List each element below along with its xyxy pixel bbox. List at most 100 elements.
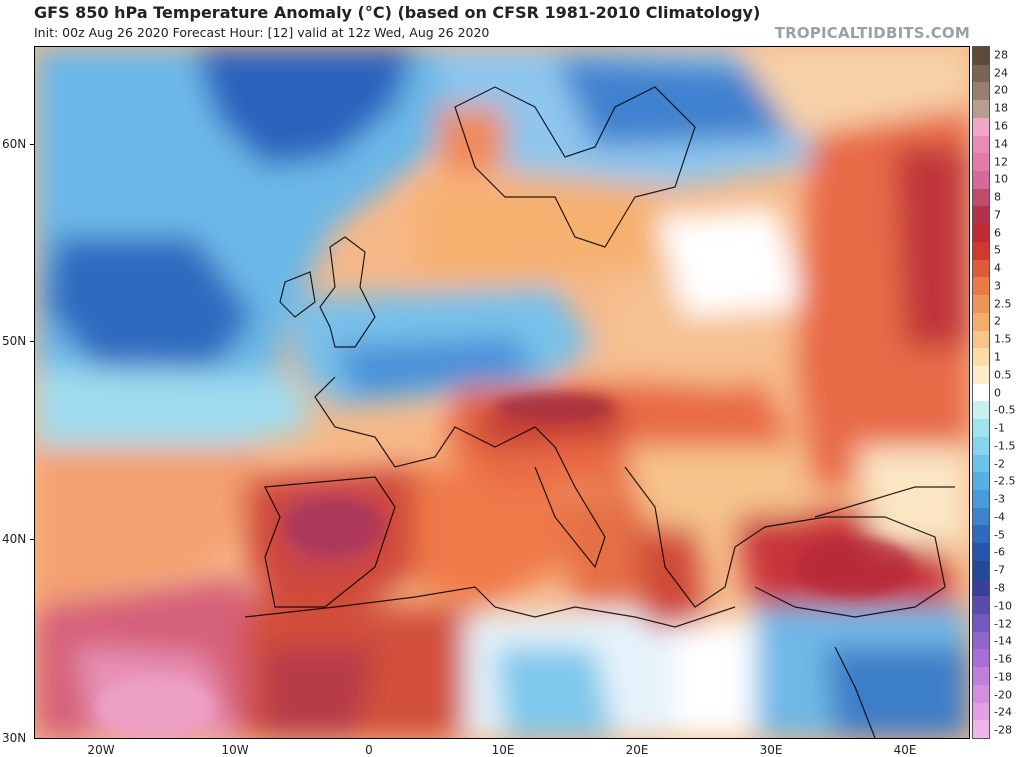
colorbar-label: -6	[994, 545, 1005, 559]
brand-watermark: TROPICALTIDBITS.COM	[774, 24, 970, 42]
colorbar-labels: 28 24 20 18 16 14 12 10 8 7 6 5 4 3 2.5 2 1.5 1 0.5 0 -0.5 -1…	[994, 46, 1024, 739]
colorbar-label: 28	[994, 48, 1008, 62]
colorbar-segment	[973, 401, 989, 420]
lon-label-20w: 20W	[87, 743, 115, 757]
lon-label-30e: 30E	[759, 743, 783, 757]
colorbar-label: -1.5	[994, 439, 1016, 453]
colorbar-label: 12	[994, 155, 1008, 168]
colorbar-label: 1	[994, 350, 1001, 364]
colorbar-segment	[973, 489, 989, 508]
colorbar-label: 2	[994, 314, 1001, 328]
britain-coast	[319, 236, 376, 348]
colorbar-segment	[973, 153, 989, 172]
lon-label-10w: 10W	[221, 743, 249, 757]
lat-label-30n: 30N	[2, 731, 27, 745]
colorbar-label: 10	[994, 172, 1008, 186]
colorbar-segment	[973, 667, 989, 685]
colorbar-segment	[973, 47, 989, 65]
colorbar-segment	[973, 206, 989, 225]
colorbar-segment	[973, 171, 989, 189]
colorbar-segment	[973, 383, 989, 402]
scandinavia-coast	[454, 86, 696, 248]
colorbar-label: -24	[994, 705, 1012, 719]
colorbar-label: -10	[994, 599, 1012, 613]
lat-label-60n: 60N	[2, 137, 27, 151]
colorbar-segment	[973, 348, 989, 366]
colorbar-segment	[973, 100, 989, 118]
ireland-coast	[279, 271, 316, 318]
colorbar-label: 6	[994, 226, 1001, 240]
colorbar-label: 0.5	[994, 368, 1012, 382]
colorbar-segment	[973, 578, 989, 597]
france-italy-coast	[314, 376, 606, 569]
colorbar-label: 0	[994, 386, 1001, 399]
colorbar-label: -2	[994, 457, 1005, 471]
colorbar-segment	[973, 543, 989, 561]
north-africa-coast	[244, 586, 736, 628]
colorbar-segment	[973, 702, 989, 721]
colorbar-label: 14	[994, 137, 1008, 151]
colorbar-segment	[973, 259, 989, 278]
colorbar-label: -8	[994, 581, 1005, 595]
colorbar-segment	[973, 596, 989, 614]
colorbar-label: -0.5	[994, 403, 1016, 417]
colorbar-label: 8	[994, 190, 1001, 204]
colorbar-label: -1	[994, 421, 1005, 435]
lat-label-40n: 40N	[2, 532, 27, 546]
lon-label-10e: 10E	[491, 743, 515, 757]
colorbar-segment	[973, 330, 989, 349]
colorbar-label: -2.5	[994, 474, 1016, 488]
colorbar-segment	[973, 560, 989, 579]
lat-tick	[30, 144, 34, 145]
lat-tick	[30, 539, 34, 540]
map-subtitle: Init: 00z Aug 26 2020 Forecast Hour: [12…	[34, 25, 490, 40]
anomaly-field	[35, 47, 969, 738]
lon-label-0: 0	[365, 743, 373, 757]
colorbar-label: -16	[994, 652, 1012, 666]
colorbar-segment	[973, 419, 989, 437]
anomaly-map	[34, 46, 970, 739]
colorbar-label: -4	[994, 510, 1005, 524]
colorbar-segment	[973, 649, 989, 668]
colorbar-label: 16	[994, 119, 1008, 133]
colorbar-segment	[973, 507, 989, 526]
colorbar-segment	[973, 525, 989, 544]
colorbar-segment	[973, 472, 989, 490]
colorbar-label: -18	[994, 670, 1012, 684]
lon-label-20e: 20E	[625, 743, 649, 757]
colorbar-label: -5	[994, 528, 1005, 542]
lat-label-50n: 50N	[2, 334, 27, 348]
colorbar-label: -3	[994, 492, 1005, 506]
colorbar-label: -14	[994, 634, 1012, 648]
colorbar	[972, 46, 990, 739]
lat-tick	[30, 341, 34, 342]
colorbar-label: -12	[994, 617, 1012, 630]
colorbar-label: 5	[994, 243, 1001, 257]
colorbar-label: -7	[994, 563, 1005, 577]
colorbar-segment	[973, 631, 989, 650]
colorbar-segment	[973, 684, 989, 703]
colorbar-label: 20	[994, 83, 1008, 97]
colorbar-segment	[973, 241, 989, 260]
colorbar-label: 2.5	[994, 297, 1012, 311]
colorbar-segment	[973, 720, 989, 739]
iberia-coast	[264, 476, 396, 608]
colorbar-label: 3	[994, 279, 1001, 293]
colorbar-segment	[973, 436, 989, 455]
colorbar-label: 4	[994, 261, 1001, 275]
colorbar-segment	[973, 277, 989, 296]
colorbar-label: 18	[994, 101, 1008, 115]
colorbar-segment	[973, 295, 989, 313]
colorbar-segment	[973, 82, 989, 101]
colorbar-label: -28	[994, 723, 1012, 737]
colorbar-label: 24	[994, 66, 1008, 80]
colorbar-label: 7	[994, 208, 1001, 222]
map-title: GFS 850 hPa Temperature Anomaly (°C) (ba…	[34, 3, 761, 22]
colorbar-segment	[973, 188, 989, 207]
colorbar-segment	[973, 64, 989, 83]
colorbar-segment	[973, 312, 989, 331]
lon-label-40e: 40E	[893, 743, 917, 757]
colorbar-segment	[973, 365, 989, 384]
colorbar-label: -20	[994, 688, 1012, 702]
colorbar-segment	[973, 224, 989, 242]
